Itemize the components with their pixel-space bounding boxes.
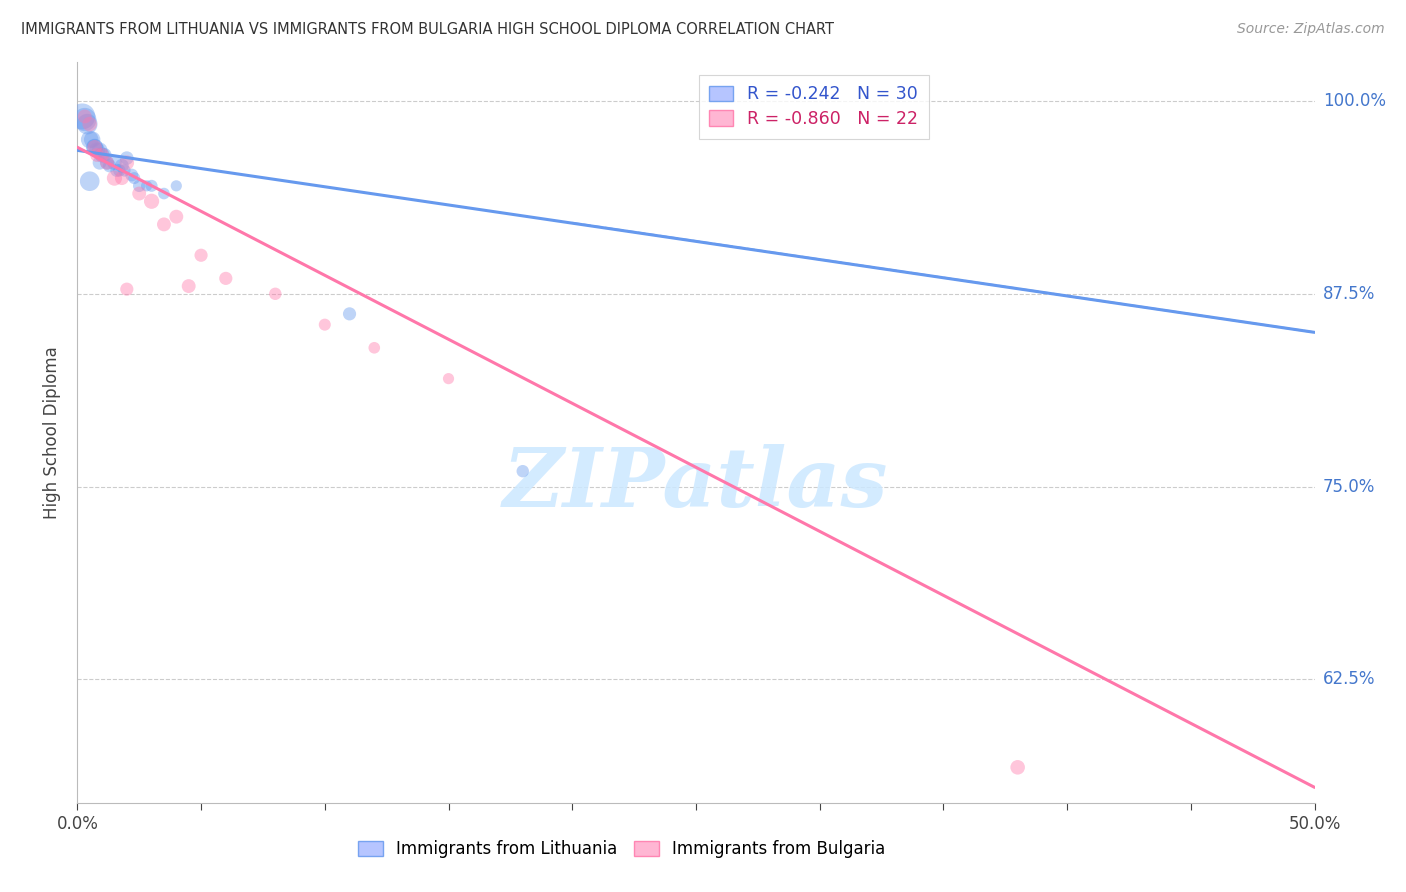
Text: 75.0%: 75.0% (1323, 477, 1375, 496)
Point (121, 168, 143, 182)
Point (165, 210, 187, 224)
Point (115, 282, 138, 296)
Point (153, 218, 176, 232)
Text: IMMIGRANTS FROM LITHUANIA VS IMMIGRANTS FROM BULGARIA HIGH SCHOOL DIPLOMA CORREL: IMMIGRANTS FROM LITHUANIA VS IMMIGRANTS … (21, 22, 834, 37)
Text: 62.5%: 62.5% (1323, 671, 1375, 689)
Point (73, 112, 96, 127)
Point (128, 178, 150, 193)
Point (111, 171, 134, 186)
Text: 100.0%: 100.0% (1323, 92, 1386, 110)
Point (141, 178, 163, 193)
Point (141, 194, 163, 209)
Point (512, 464, 534, 478)
Point (122, 171, 145, 186)
Point (96, 155, 118, 169)
Point (1007, 760, 1029, 774)
Point (91, 148, 114, 162)
Point (83, 140, 105, 154)
Point (190, 248, 212, 262)
Text: 87.5%: 87.5% (1323, 285, 1375, 302)
Point (314, 318, 336, 332)
Point (135, 178, 157, 193)
Point (153, 186, 176, 201)
Point (91, 148, 114, 162)
Point (86, 144, 108, 158)
Point (79, 174, 101, 188)
Point (73, 110, 96, 124)
Point (112, 163, 135, 178)
Point (89, 144, 111, 158)
Point (177, 279, 200, 293)
Point (363, 341, 385, 355)
Y-axis label: High School Diploma: High School Diploma (44, 346, 62, 519)
Text: ZIPatlas: ZIPatlas (503, 444, 889, 524)
Point (86, 148, 108, 162)
Point (105, 163, 128, 178)
Point (72, 110, 94, 124)
Point (83, 140, 105, 154)
Point (115, 151, 138, 165)
Legend: Immigrants from Lithuania, Immigrants from Bulgaria: Immigrants from Lithuania, Immigrants fr… (352, 833, 893, 865)
Point (165, 178, 187, 193)
Point (96, 155, 118, 169)
Point (76, 117, 98, 131)
Point (215, 271, 238, 285)
Point (79, 132, 101, 146)
Point (83, 140, 105, 154)
Point (82, 132, 104, 146)
Point (98, 159, 121, 173)
Point (79, 117, 101, 131)
Point (115, 155, 138, 169)
Point (103, 171, 125, 186)
Point (89, 155, 111, 169)
Point (437, 371, 460, 385)
Text: Source: ZipAtlas.com: Source: ZipAtlas.com (1237, 22, 1385, 37)
Point (111, 159, 134, 173)
Point (108, 163, 131, 178)
Point (264, 286, 287, 301)
Point (93, 148, 115, 162)
Point (339, 307, 361, 321)
Point (128, 186, 150, 201)
Point (103, 155, 125, 169)
